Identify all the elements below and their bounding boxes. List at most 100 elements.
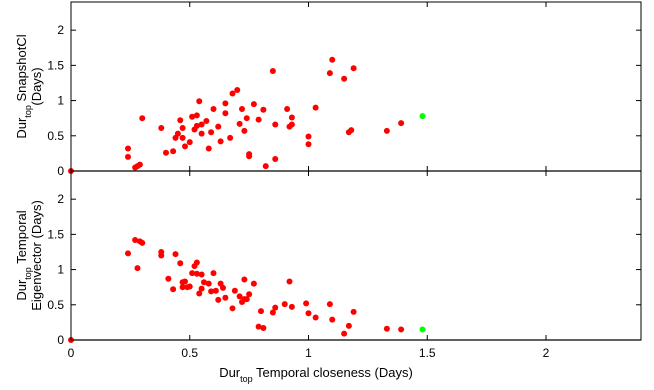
data-point xyxy=(260,325,267,332)
data-point xyxy=(189,113,196,120)
data-point xyxy=(179,125,186,132)
data-point xyxy=(222,110,229,117)
data-point xyxy=(217,138,224,145)
data-point xyxy=(241,276,248,283)
data-point xyxy=(193,259,200,266)
data-point xyxy=(350,65,357,72)
data-point xyxy=(288,114,295,121)
data-point xyxy=(341,75,348,82)
data-point xyxy=(205,280,212,287)
data-point xyxy=(305,133,312,140)
data-point xyxy=(236,293,243,300)
data-point xyxy=(419,326,426,333)
x-tick-label: 2 xyxy=(543,346,550,360)
y-tick-label: 1.5 xyxy=(47,58,64,72)
data-point xyxy=(182,143,188,150)
y-tick-label: 0 xyxy=(57,333,64,347)
data-point xyxy=(348,127,355,134)
data-point xyxy=(260,106,267,113)
data-point xyxy=(193,122,200,129)
data-point xyxy=(125,145,131,152)
panel-2: 0 0.5 1 1.5 2 0 0.5 1 1.5 2 Durtop TemporalEigenve… xyxy=(14,170,642,384)
data-point xyxy=(326,301,333,308)
data-point xyxy=(269,309,276,316)
x-axis-label: Durtop Temporal closeness (Days) xyxy=(219,365,413,384)
data-point xyxy=(231,287,238,294)
x-tick-label: 1.5 xyxy=(419,346,436,360)
data-point xyxy=(158,252,165,259)
data-point xyxy=(269,68,276,75)
data-point xyxy=(196,98,203,105)
data-point xyxy=(241,127,248,134)
data-point xyxy=(272,121,279,128)
data-point xyxy=(312,104,319,111)
data-point xyxy=(329,56,336,63)
data-point xyxy=(186,139,193,146)
data-point xyxy=(193,112,200,119)
data-point xyxy=(326,70,333,77)
y-axis-label: Durtop TemporalEigenvector (Days) xyxy=(14,200,44,311)
data-point xyxy=(139,115,146,122)
data-point xyxy=(262,163,269,170)
data-point xyxy=(234,87,241,94)
data-point xyxy=(312,314,319,321)
data-point xyxy=(255,323,262,330)
data-point xyxy=(170,286,177,293)
plot-frame xyxy=(70,170,642,341)
y-axis-label: Durtop SnapshotCl(Days) xyxy=(14,34,44,138)
data-point xyxy=(174,130,181,137)
data-point xyxy=(205,145,212,152)
data-point xyxy=(305,310,312,317)
data-point xyxy=(258,308,264,315)
data-point xyxy=(229,305,236,312)
y-tick-label: 1 xyxy=(57,263,64,277)
data-point xyxy=(203,118,210,125)
data-point xyxy=(227,134,234,141)
data-point xyxy=(125,153,131,160)
data-point xyxy=(215,123,222,130)
data-point xyxy=(419,113,426,120)
data-point xyxy=(250,101,257,108)
data-point xyxy=(398,120,405,127)
data-point xyxy=(172,251,179,258)
data-point xyxy=(208,288,215,295)
y-tick-label: 2 xyxy=(57,192,64,206)
data-point xyxy=(350,308,357,315)
data-point xyxy=(220,284,226,291)
data-point xyxy=(125,250,131,257)
x-tick-label: 0.5 xyxy=(181,346,198,360)
y-tick-label: 0.5 xyxy=(47,129,64,143)
panel-1: 0 0.5 1 1.5 2 Durtop SnapshotCl(Days) xyxy=(14,1,642,178)
data-point xyxy=(210,106,217,113)
y-tick-label: 2 xyxy=(57,23,64,37)
data-point xyxy=(189,270,196,277)
data-point xyxy=(182,278,188,285)
y-tick-label: 1 xyxy=(57,94,64,108)
data-point xyxy=(198,130,205,137)
data-point xyxy=(222,294,229,301)
data-point xyxy=(250,280,257,287)
data-point xyxy=(132,237,139,244)
data-point xyxy=(170,148,177,155)
data-point xyxy=(179,284,186,291)
data-point xyxy=(177,260,184,267)
data-point xyxy=(139,239,146,246)
data-point xyxy=(246,153,253,160)
data-point xyxy=(198,121,205,128)
data-point xyxy=(272,304,279,311)
y-tick-label: 0.5 xyxy=(47,298,64,312)
data-point xyxy=(246,291,253,298)
data-point xyxy=(222,100,229,107)
data-point xyxy=(179,134,186,141)
data-point xyxy=(255,116,262,123)
data-point xyxy=(243,296,250,303)
data-point xyxy=(303,300,310,307)
data-point xyxy=(383,325,390,332)
plot-frame xyxy=(70,1,642,172)
data-point xyxy=(305,141,312,148)
data-point xyxy=(163,149,169,156)
data-point xyxy=(186,283,193,290)
data-point xyxy=(215,296,222,303)
data-point xyxy=(329,316,336,323)
